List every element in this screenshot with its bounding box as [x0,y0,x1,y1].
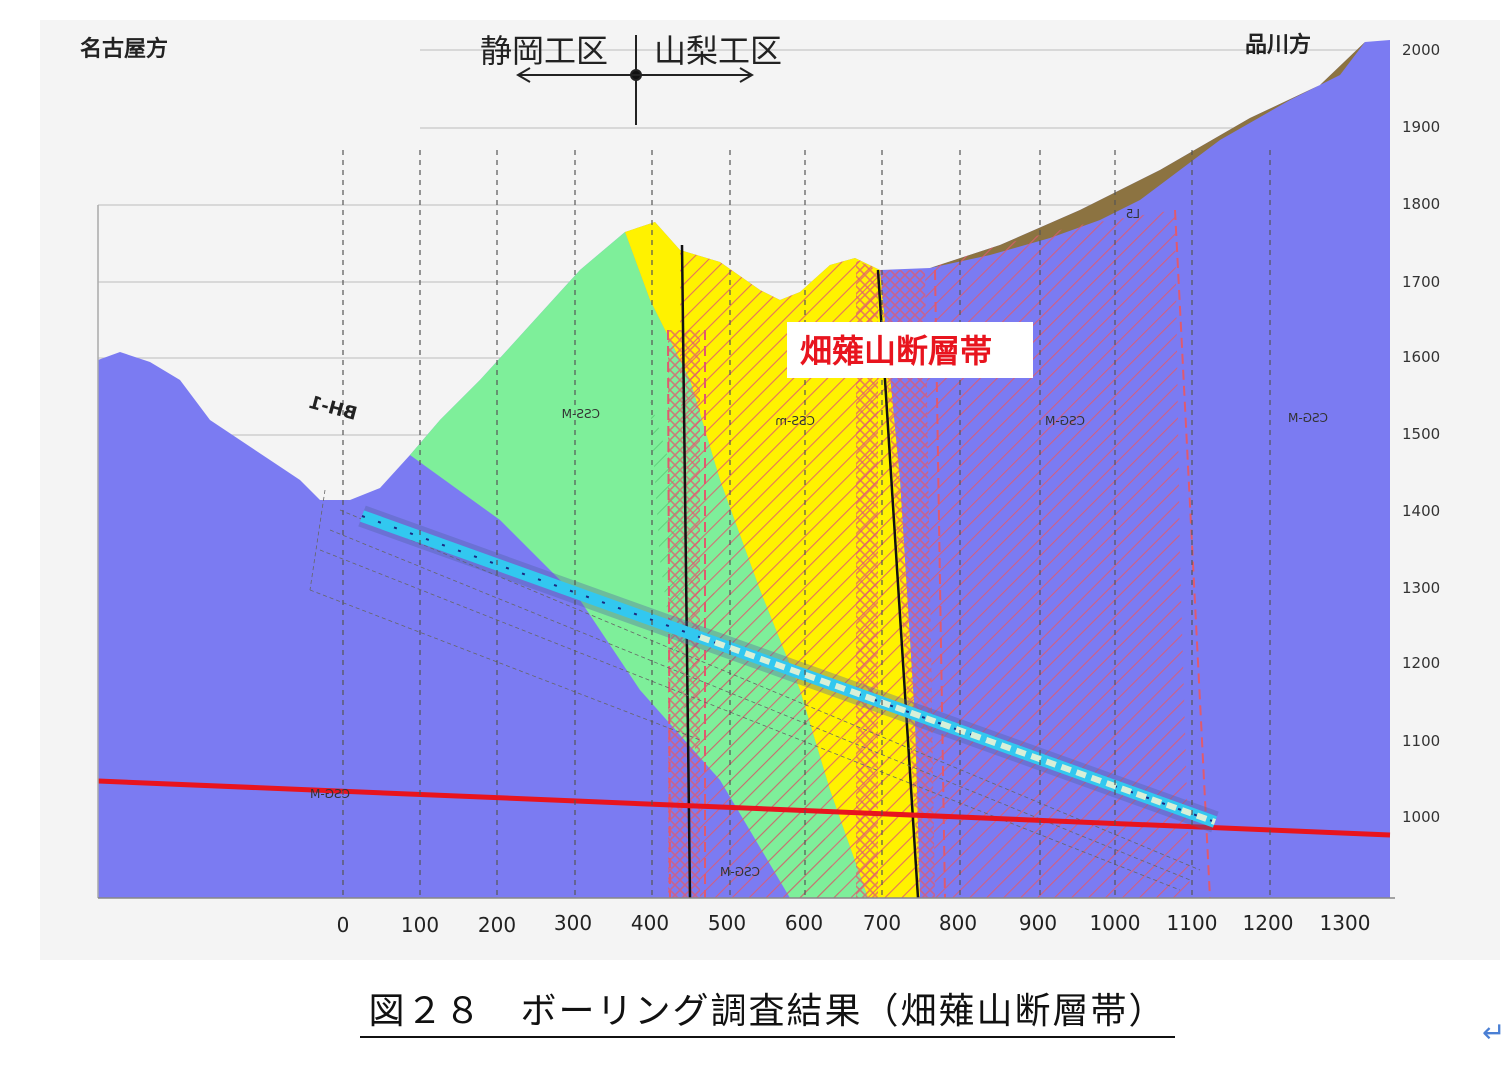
section-shizuoka: 静岡工区 [480,32,608,70]
unit-label-lower-left: CSG-M [310,787,350,801]
unit-label-yellow: CSS-m [775,414,815,428]
x-tick-1300: 1300 [1320,911,1371,935]
y-tick-2000: 2000 [1402,41,1440,59]
unit-label-green: CSS-M [562,407,600,421]
x-tick-600: 600 [785,911,823,935]
x-tick-900: 900 [1019,911,1057,935]
x-tick-500: 500 [708,911,746,935]
y-tick-1200: 1200 [1402,654,1440,672]
unit-label-purple: CSG-M [1045,414,1085,428]
x-tick-300: 300 [554,911,592,935]
geological-cross-section: 畑薙山断層帯 名古屋方 品川方 静岡工区 山梨工区 CSS-M CSS-m CS… [40,20,1500,960]
fault-hatch-purple [925,210,1190,898]
section-divider [516,35,754,125]
section-yamanashi: 山梨工区 [654,32,782,70]
y-tick-1900: 1900 [1402,118,1440,136]
borehole-bh1 [358,505,1219,833]
figure-caption: 図２８ ボーリング調査結果（畑薙山断層帯） [360,982,1175,1038]
y-axis-labels: 2000 1900 1800 1700 1600 1500 1400 1300 … [1402,41,1440,826]
rock-unit-labels: CSS-M CSS-m CSG-M CSG-M CSG-M CSG-M L5 [310,207,1328,879]
fault-label-box [787,322,1033,378]
x-tick-100: 100 [401,913,439,937]
x-tick-1000: 1000 [1090,911,1141,935]
x-tick-800: 800 [939,911,977,935]
x-axis-labels: 0 100 200 300 400 500 600 700 800 900 10… [337,911,1371,937]
vertical-gridlines [342,150,1271,898]
fault-crosshatch-right [880,270,935,898]
y-tick-1300: 1300 [1402,579,1440,597]
fault-crosshatch-mid [856,260,878,898]
unit-label-talus: L5 [1126,207,1140,221]
unit-label-lower-mid: CSG-M [720,865,760,879]
x-tick-200: 200 [478,913,516,937]
fault-label: 畑薙山断層帯 [800,332,992,370]
direction-nagoya: 名古屋方 [80,36,168,62]
y-tick-1500: 1500 [1402,425,1440,443]
y-tick-1800: 1800 [1402,195,1440,213]
unit-label-right: CSG-M [1288,411,1328,425]
x-tick-700: 700 [863,911,901,935]
y-tick-1100: 1100 [1402,732,1440,750]
y-tick-1600: 1600 [1402,348,1440,366]
x-tick-0: 0 [337,913,350,937]
y-tick-1000: 1000 [1402,808,1440,826]
x-tick-1100: 1100 [1167,911,1218,935]
y-tick-1400: 1400 [1402,502,1440,520]
direction-shinagawa: 品川方 [1245,32,1311,58]
y-tick-1700: 1700 [1402,273,1440,291]
red-reference-line [97,778,1391,838]
fault-crosshatch-left [668,330,700,898]
x-tick-1200: 1200 [1243,911,1294,935]
return-icon: ↵ [1482,1016,1506,1049]
x-tick-400: 400 [631,911,669,935]
